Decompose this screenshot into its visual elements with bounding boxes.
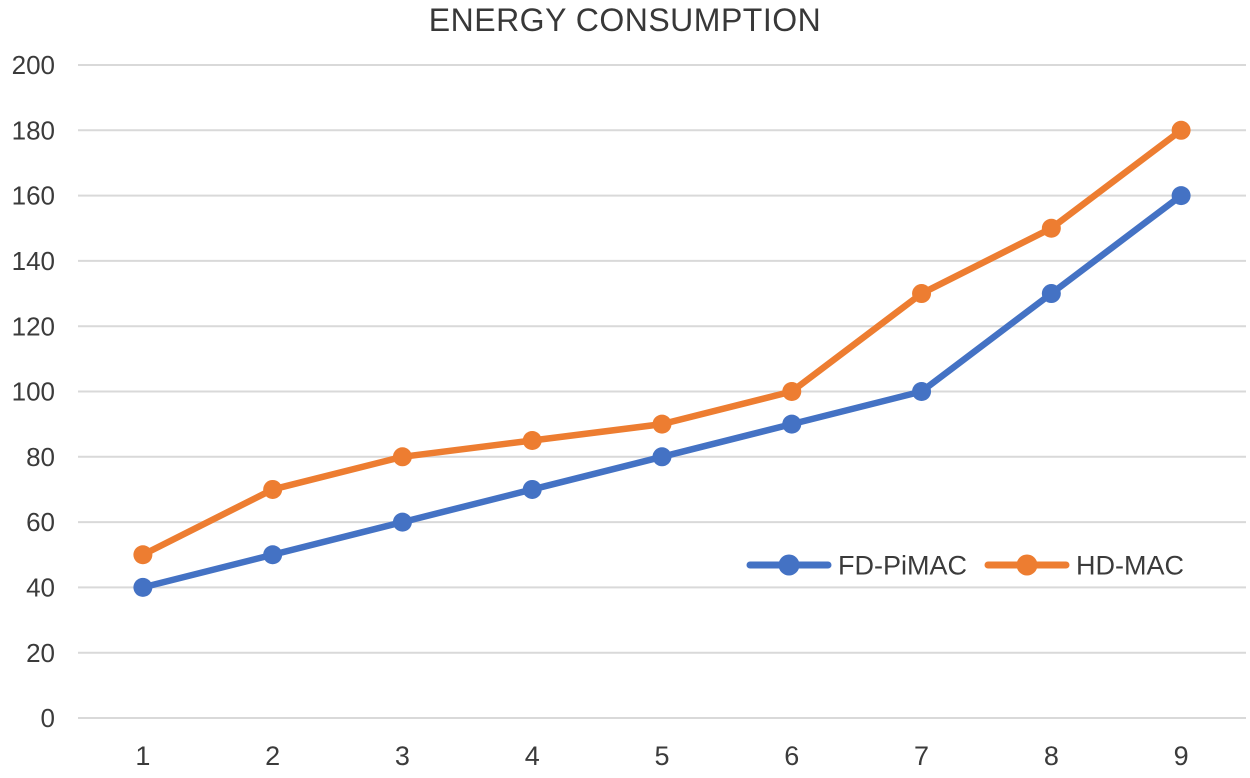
data-point-hd-mac bbox=[782, 382, 802, 401]
y-axis-tick-label: 40 bbox=[26, 573, 55, 603]
x-axis-tick-label: 1 bbox=[135, 741, 150, 771]
x-axis-tick-label: 7 bbox=[914, 741, 929, 771]
legend-label-hd-mac: HD-MAC bbox=[1076, 550, 1184, 580]
y-axis-tick-label: 80 bbox=[26, 442, 55, 472]
x-axis-tick-label: 5 bbox=[654, 741, 669, 771]
y-axis-tick-label: 20 bbox=[26, 638, 55, 668]
data-point-hd-mac bbox=[263, 479, 283, 499]
data-point-fd-pimac bbox=[133, 577, 153, 597]
data-point-fd-pimac bbox=[782, 414, 802, 434]
legend-label-fd-pimac: FD-PiMAC bbox=[838, 550, 967, 580]
data-point-hd-mac bbox=[652, 414, 672, 434]
series-line-hd-mac bbox=[139, 127, 1185, 558]
data-point-fd-pimac bbox=[1041, 284, 1061, 304]
data-point-fd-pimac bbox=[392, 512, 412, 532]
data-point-fd-pimac bbox=[522, 479, 542, 499]
y-axis-tick-label: 200 bbox=[12, 50, 55, 80]
y-axis-tick-label: 0 bbox=[41, 703, 55, 733]
data-point-fd-pimac bbox=[1171, 186, 1191, 206]
data-point-hd-mac bbox=[133, 545, 153, 565]
data-point-fd-pimac bbox=[912, 382, 932, 401]
legend-marker-swatch-hd-mac bbox=[1016, 554, 1038, 576]
data-point-hd-mac bbox=[1041, 218, 1061, 238]
y-axis-tick-label: 100 bbox=[12, 377, 55, 407]
x-axis-tick-label: 9 bbox=[1174, 741, 1189, 771]
x-axis-tick-label: 2 bbox=[265, 741, 280, 771]
data-point-hd-mac bbox=[1171, 120, 1191, 140]
y-axis-tick-label: 140 bbox=[12, 246, 55, 276]
y-axis-tick-label: 60 bbox=[26, 507, 55, 537]
data-point-hd-mac bbox=[522, 430, 542, 450]
x-axis-tick-label: 3 bbox=[395, 741, 410, 771]
y-axis-tick-label: 160 bbox=[12, 181, 55, 211]
y-axis-tick-label: 180 bbox=[12, 115, 55, 145]
x-axis-tick-label: 4 bbox=[525, 741, 540, 771]
data-point-hd-mac bbox=[912, 284, 932, 304]
data-point-fd-pimac bbox=[652, 447, 672, 467]
chart-title: ENERGY CONSUMPTION bbox=[428, 2, 822, 38]
data-point-fd-pimac bbox=[263, 545, 283, 565]
x-axis-tick-label: 6 bbox=[784, 741, 799, 771]
y-axis-tick-label: 120 bbox=[12, 311, 55, 341]
legend-marker-swatch-fd-pimac bbox=[778, 554, 800, 576]
data-point-hd-mac bbox=[392, 447, 412, 467]
x-axis-tick-label: 8 bbox=[1044, 741, 1059, 771]
